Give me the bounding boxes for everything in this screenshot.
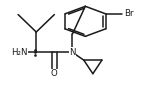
- Text: N: N: [69, 48, 76, 57]
- Text: H₂N: H₂N: [11, 48, 28, 57]
- Text: Br: Br: [124, 9, 134, 18]
- Text: O: O: [51, 69, 58, 78]
